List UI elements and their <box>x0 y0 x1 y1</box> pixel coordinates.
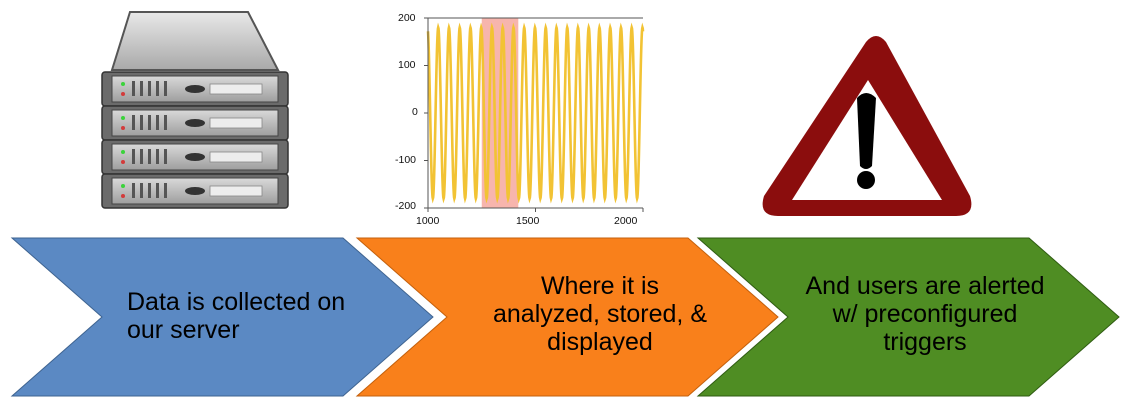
step-label-alert: And users are alerted w/ preconfigured t… <box>805 272 1045 356</box>
step-arrow-collect <box>10 237 434 397</box>
x-tick-label: 2000 <box>614 215 638 227</box>
step-label-analyze: Where it is analyzed, stored, & displaye… <box>492 272 707 356</box>
x-tick-label: 1500 <box>516 215 540 227</box>
y-tick-label: 0 <box>412 106 418 118</box>
step-arrow-analyze <box>355 237 779 397</box>
x-tick-label: 1000 <box>416 215 440 227</box>
step-arrow-alert <box>696 237 1120 397</box>
y-tick-label: 100 <box>398 59 416 71</box>
y-tick-label: 200 <box>398 12 416 24</box>
step-label-collect: Data is collected on our server <box>127 288 346 344</box>
y-tick-label: -100 <box>395 154 417 166</box>
y-tick-label: -200 <box>395 200 417 212</box>
